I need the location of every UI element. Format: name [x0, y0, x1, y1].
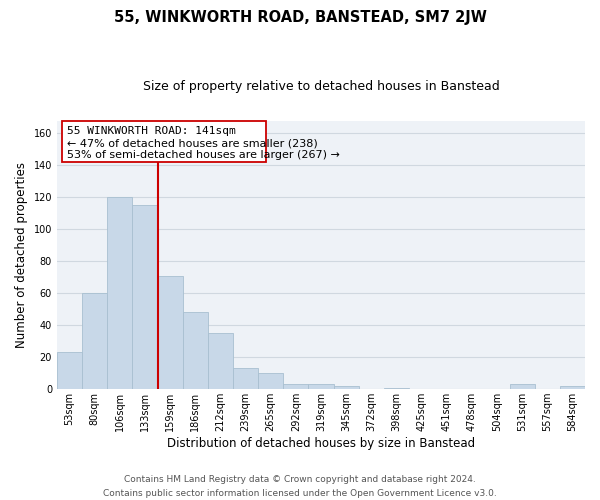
Text: 53% of semi-detached houses are larger (267) →: 53% of semi-detached houses are larger (… — [67, 150, 340, 160]
Text: Contains HM Land Registry data © Crown copyright and database right 2024.
Contai: Contains HM Land Registry data © Crown c… — [103, 476, 497, 498]
Bar — [560, 386, 585, 389]
Bar — [82, 293, 107, 389]
Bar — [384, 388, 409, 389]
Bar — [233, 368, 258, 389]
Bar — [334, 386, 359, 389]
Bar — [57, 352, 82, 389]
Bar — [258, 373, 283, 389]
Bar — [158, 276, 182, 389]
Text: ← 47% of detached houses are smaller (238): ← 47% of detached houses are smaller (23… — [67, 138, 318, 148]
FancyBboxPatch shape — [62, 120, 266, 162]
Bar — [182, 312, 208, 389]
Bar — [107, 198, 133, 389]
Bar — [208, 333, 233, 389]
Text: 55 WINKWORTH ROAD: 141sqm: 55 WINKWORTH ROAD: 141sqm — [67, 126, 236, 136]
Title: Size of property relative to detached houses in Banstead: Size of property relative to detached ho… — [143, 80, 499, 93]
Bar — [133, 206, 158, 389]
Text: 55, WINKWORTH ROAD, BANSTEAD, SM7 2JW: 55, WINKWORTH ROAD, BANSTEAD, SM7 2JW — [113, 10, 487, 25]
Y-axis label: Number of detached properties: Number of detached properties — [15, 162, 28, 348]
Bar — [308, 384, 334, 389]
X-axis label: Distribution of detached houses by size in Banstead: Distribution of detached houses by size … — [167, 437, 475, 450]
Bar — [283, 384, 308, 389]
Bar — [509, 384, 535, 389]
